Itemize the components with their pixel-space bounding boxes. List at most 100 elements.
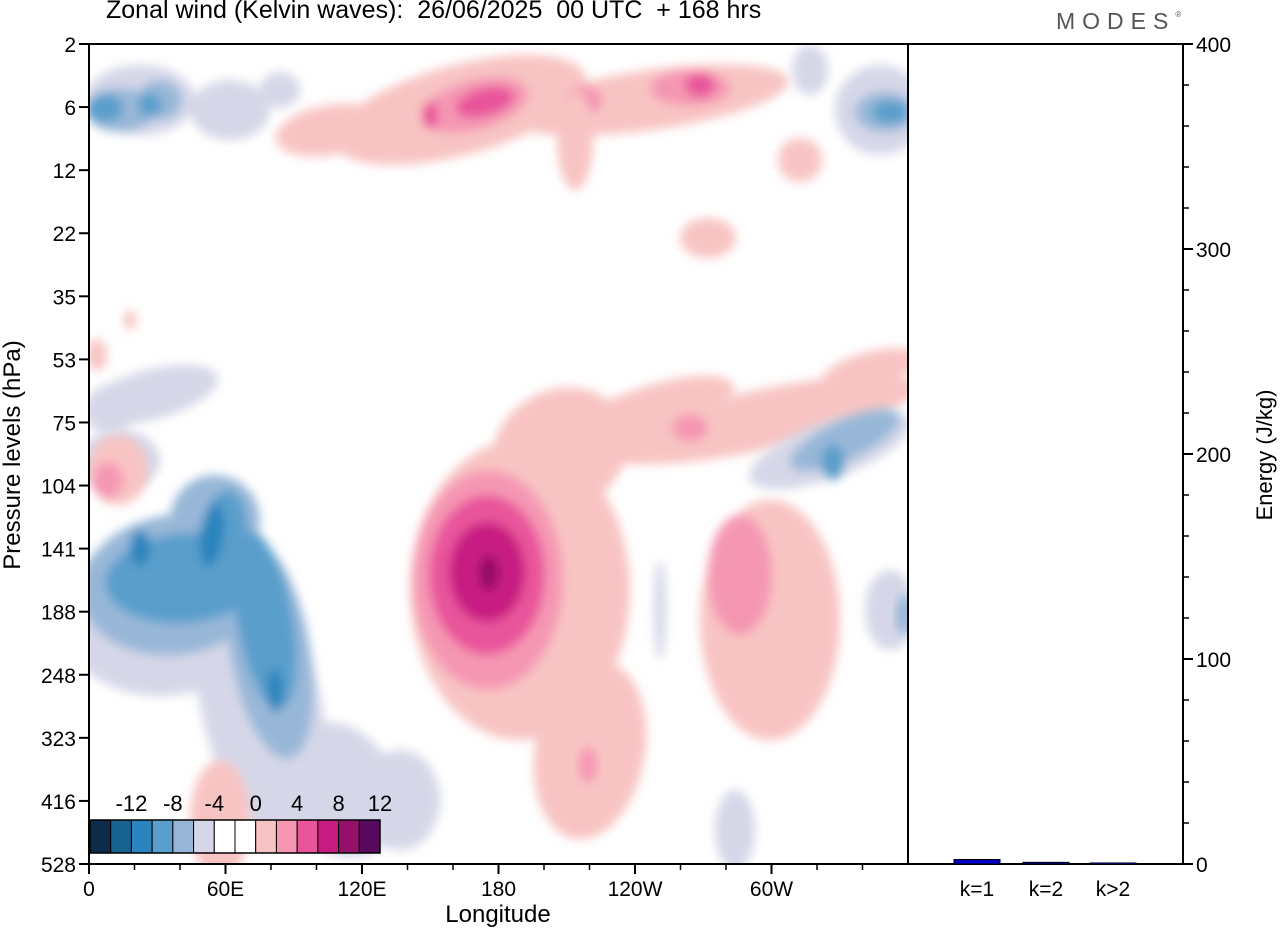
negative-core-lower-layer <box>130 530 150 566</box>
y-tick-label: 2 <box>64 34 76 57</box>
colorbar-swatch <box>296 819 319 854</box>
positive-band-east-layer <box>672 414 708 442</box>
energy-bar-chart: 0 100 200 300 400 k=1 k=2 k>2 <box>908 34 1231 901</box>
y-tick-label: 528 <box>41 854 76 877</box>
y-tick-label: 6 <box>64 97 76 120</box>
positive-core-lower-layer <box>545 375 735 465</box>
positive-small-left <box>89 435 148 505</box>
colorbar-swatch <box>89 819 112 854</box>
energy-bar <box>1022 861 1070 865</box>
colorbar-swatch <box>255 819 277 854</box>
positive-dots-left-layer <box>89 339 107 371</box>
energy-tick-label: 100 <box>1196 649 1231 672</box>
colorbar-label: 12 <box>368 791 392 816</box>
positive-lower-dot <box>579 747 597 783</box>
positive-band-east-layer <box>708 515 772 635</box>
heatmap-field <box>89 45 908 864</box>
positive-upper-band-layer <box>275 103 385 157</box>
positive-upper-band-layer <box>455 86 515 118</box>
x-tick-label: 120W <box>608 878 663 901</box>
y-axis-label: Pressure levels (hPa) <box>0 340 26 569</box>
colorbar: -12 -8 -4 0 4 8 12 <box>89 791 392 854</box>
negative-band-upper-left <box>89 364 218 435</box>
energy-bar <box>953 858 1001 865</box>
colorbar-swatch <box>130 819 153 854</box>
colorbar-label: 4 <box>291 791 303 816</box>
negative-lower-patches-layer <box>715 790 755 864</box>
negative-wedge-east-layer <box>821 444 845 480</box>
colorbar-swatch <box>193 819 215 854</box>
y-tick-label: 35 <box>53 286 76 309</box>
colorbar-swatch <box>234 819 257 854</box>
colorbar-swatch <box>172 819 195 854</box>
negative-upper-right-layer <box>792 45 828 95</box>
colorbar-swatch <box>275 819 298 854</box>
colorbar-swatch <box>317 819 340 854</box>
negative-core-lower-layer <box>199 503 225 567</box>
positive-upper-patches <box>557 90 822 258</box>
x-axis-label: Longitude <box>445 901 550 928</box>
positive-lower-dot-layer <box>579 747 597 783</box>
negative-upper-right <box>792 45 908 155</box>
negative-upper-left <box>89 65 300 140</box>
positive-upper-band-layer <box>422 101 438 129</box>
negative-upper-left-layer <box>138 93 162 117</box>
y-tick-label: 104 <box>41 476 76 499</box>
negative-lower-patches-layer <box>654 560 666 660</box>
colorbar-swatch <box>358 819 381 854</box>
x-tick-label: 0 <box>83 878 95 901</box>
negative-edge-dot-layer <box>896 595 908 635</box>
energy-category-label: k>2 <box>1096 878 1130 901</box>
negative-upper-right-layer <box>872 100 908 124</box>
positive-dots-left-layer <box>124 310 136 330</box>
x-tick-label: 60W <box>750 878 793 901</box>
negative-wedge-east-layer <box>789 408 901 472</box>
y-tick-label: 53 <box>53 349 76 372</box>
colorbar-swatch <box>151 819 174 854</box>
negative-core-lower-layer <box>267 668 283 712</box>
colorbar-label: -12 <box>116 791 148 816</box>
negative-upper-left-layer <box>190 80 270 140</box>
positive-upper-band <box>275 55 789 165</box>
y-tick-label: 248 <box>41 665 76 688</box>
colorbar-swatch <box>213 819 236 854</box>
y-tick-label: 323 <box>41 728 76 751</box>
energy-category-label: k=2 <box>1029 878 1063 901</box>
positive-core-lower-layer <box>479 555 499 591</box>
negative-upper-left-layer <box>260 72 300 108</box>
colorbar-swatch <box>338 819 360 854</box>
positive-upper-patches-layer <box>557 90 593 190</box>
energy-bar <box>1089 862 1137 865</box>
energy-tick-label: 0 <box>1196 854 1208 877</box>
negative-band-upper-left-layer <box>89 385 135 435</box>
colorbar-label: -8 <box>163 791 183 816</box>
positive-band-east-layer <box>821 348 908 392</box>
positive-band-east <box>603 348 908 740</box>
x-tick-label: 180 <box>481 878 516 901</box>
energy-axis-label: Energy (J/kg) <box>1252 390 1277 521</box>
y-tick-label: 188 <box>41 602 76 625</box>
positive-upper-patches-layer <box>680 218 736 258</box>
y-tick-label: 416 <box>41 791 76 814</box>
energy-tick-label: 300 <box>1196 239 1231 262</box>
energy-tick-label: 200 <box>1196 444 1231 467</box>
positive-band-east-layer <box>603 375 908 465</box>
x-tick-label: 60E <box>207 878 244 901</box>
energy-category-label: k=1 <box>960 878 994 901</box>
negative-edge-dot <box>896 595 908 635</box>
y-tick-label: 12 <box>53 160 76 183</box>
colorbar-label: 8 <box>332 791 344 816</box>
y-tick-label: 75 <box>53 412 76 435</box>
negative-lower-patches-layer <box>865 570 908 650</box>
y-tick-label: 22 <box>53 223 76 246</box>
positive-small-left-layer <box>93 462 123 498</box>
brand-logo: MODES® <box>1056 8 1182 34</box>
positive-dots-left <box>89 310 136 371</box>
negative-core-lower-layer <box>233 531 297 709</box>
colorbar-label: -4 <box>205 791 225 816</box>
positive-upper-band-layer <box>685 73 715 97</box>
positive-upper-patches-layer <box>778 138 822 182</box>
negative-upper-left-layer <box>89 94 123 122</box>
